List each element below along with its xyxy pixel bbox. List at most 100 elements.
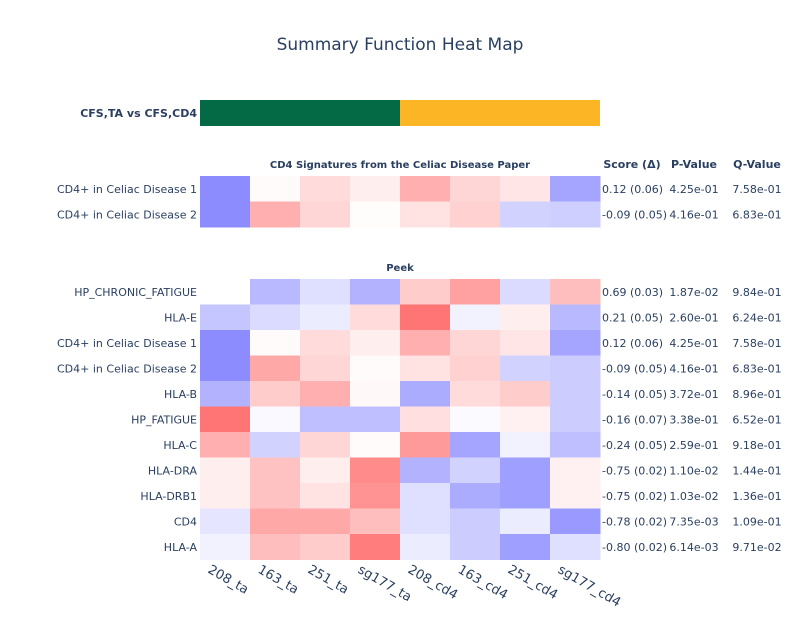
heatmap-cell [400, 432, 451, 458]
panel-title: Peek [386, 263, 414, 274]
heatmap-cell [200, 483, 251, 509]
heatmap-row: HLA-DRB1 -0.75 (0.02) 1.03e-02 1.36e-01 [140, 483, 782, 509]
heatmap-row: CD4+ in Celiac Disease 1 0.12 (0.06) 4.25e… [57, 176, 782, 202]
heatmap-cell [500, 279, 551, 305]
heatmap-cell [400, 330, 451, 356]
heatmap-cell [200, 355, 251, 382]
heatmap-cell [300, 176, 351, 202]
score-value: 0.12 (0.06) [602, 183, 663, 196]
score-value: -0.24 (0.05) [602, 439, 667, 452]
heatmap-cell [450, 201, 501, 228]
heatmap-cell [500, 483, 551, 509]
score-value: -0.09 (0.05) [602, 362, 667, 375]
q-value: 6.52e-01 [732, 413, 781, 426]
heatmap-cell [500, 406, 551, 433]
panel-title: CD4 Signatures from the Celiac Disease P… [270, 160, 530, 171]
heatmap-cell [450, 483, 501, 509]
heatmap-cell [250, 534, 301, 560]
heatmap-row: HLA-C -0.24 (0.05) 2.59e-01 9.18e-01 [163, 432, 782, 458]
x-tick-label: 208_cd4 [405, 562, 460, 602]
heatmap-cell [400, 176, 451, 202]
heatmap-cell [250, 381, 301, 407]
heatmap-cell [250, 355, 301, 382]
heatmap-cell [550, 176, 601, 202]
heatmap-row: HLA-B -0.14 (0.05) 3.72e-01 8.96e-01 [164, 381, 782, 407]
row-label: CD4 [174, 515, 197, 528]
score-value: 0.21 (0.05) [602, 311, 663, 324]
comparison-bar-group-b [400, 100, 600, 126]
p-value: 3.72e-01 [669, 388, 718, 401]
p-value: 4.16e-01 [669, 208, 718, 221]
x-tick-label: 163_cd4 [455, 562, 510, 602]
p-value: 2.59e-01 [669, 439, 718, 452]
heatmap-cell [300, 279, 351, 305]
p-value: 1.87e-02 [669, 286, 718, 299]
heatmap-cell [400, 355, 451, 382]
heatmap-cell [450, 432, 501, 458]
chart-title: Summary Function Heat Map [277, 35, 524, 55]
heatmap-cell [500, 355, 551, 382]
heatmap-cell [550, 406, 601, 433]
heatmap-cell [450, 176, 501, 202]
row-label: HLA-E [164, 311, 197, 324]
heatmap-cell [450, 381, 501, 407]
heatmap-cell [550, 330, 601, 356]
heatmap-row: CD4+ in Celiac Disease 1 0.12 (0.06) 4.25e… [57, 330, 782, 356]
q-value: 1.44e-01 [732, 464, 781, 477]
row-label: HLA-C [163, 439, 197, 452]
heatmap-cell [550, 483, 601, 509]
heatmap-cell [550, 279, 601, 305]
heatmap-cell [200, 508, 251, 535]
row-label: CD4+ in Celiac Disease 1 [57, 337, 197, 350]
row-label: HP_CHRONIC_FATIGUE [74, 286, 197, 299]
heatmap-cell [450, 330, 501, 356]
heatmap-cell [300, 304, 351, 331]
heatmap-cell [400, 483, 451, 509]
heatmap-cell [250, 279, 301, 305]
heatmap-row: HP_CHRONIC_FATIGUE 0.69 (0.03) 1.87e-02 9.8… [74, 279, 782, 305]
x-tick-label: sg177_cd4 [555, 562, 623, 610]
row-label: CD4+ in Celiac Disease 2 [57, 208, 197, 221]
heatmap-cell [500, 176, 551, 202]
heatmap-cell [400, 406, 451, 433]
heatmap-cell [300, 508, 351, 535]
p-value: 1.03e-02 [669, 490, 718, 503]
q-value: 8.96e-01 [732, 388, 781, 401]
heatmap-cell [200, 330, 251, 356]
heatmap-cell [300, 483, 351, 509]
x-tick-label: 251_cd4 [505, 562, 560, 602]
heatmap-panel: CD4 Signatures from the Celiac Disease P… [57, 160, 782, 228]
comparison-bar-group-a [200, 100, 400, 126]
heatmap-cell [450, 304, 501, 331]
q-value: 1.36e-01 [732, 490, 781, 503]
p-value: 4.16e-01 [669, 362, 718, 375]
p-value: 2.60e-01 [669, 311, 718, 324]
q-value: 1.09e-01 [732, 515, 781, 528]
heatmap-cell [200, 381, 251, 407]
score-value: 0.12 (0.06) [602, 337, 663, 350]
score-value: -0.16 (0.07) [602, 413, 667, 426]
heatmap-row: HLA-DRA -0.75 (0.02) 1.10e-02 1.44e-01 [148, 457, 782, 484]
heatmap-panel: Peek HP_CHRONIC_FATIGUE 0.69 (0.03) 1.87e-0… [57, 263, 782, 560]
q-value: 7.58e-01 [732, 183, 781, 196]
heatmap-cell [450, 534, 501, 560]
score-value: -0.80 (0.02) [602, 541, 667, 554]
heatmap-cell [350, 279, 401, 305]
x-tick-label: 208_ta [205, 562, 251, 597]
q-value: 6.83e-01 [732, 362, 781, 375]
heatmap-cell [200, 304, 251, 331]
heatmap-cell [500, 457, 551, 484]
heatmap-cell [300, 457, 351, 484]
heatmap-cell [450, 508, 501, 535]
heatmap-row: HLA-A -0.80 (0.02) 6.14e-03 9.71e-02 [164, 534, 782, 560]
heatmap-cell [500, 508, 551, 535]
p-value: 3.38e-01 [669, 413, 718, 426]
p-value: 6.14e-03 [669, 541, 718, 554]
heatmap-cell [450, 406, 501, 433]
heatmap-cell [200, 432, 251, 458]
heatmap-row: CD4+ in Celiac Disease 2 -0.09 (0.05) 4.16… [57, 201, 782, 228]
heatmap-cell [400, 534, 451, 560]
heatmap-cell [500, 534, 551, 560]
p-value-header: P-Value [671, 158, 717, 171]
